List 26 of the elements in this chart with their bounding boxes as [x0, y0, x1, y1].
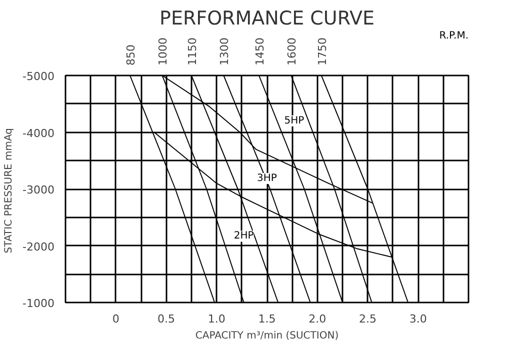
x-axis-title: CAPACITY m³/min (SUCTION)	[195, 330, 339, 342]
chart-title: PERFORMANCE CURVE	[160, 8, 375, 30]
annotation: 3HP	[257, 173, 277, 184]
text: 1000	[156, 38, 170, 66]
legend-title: R.P.M.	[439, 30, 469, 42]
text: 1150	[186, 38, 199, 66]
text: 1300	[218, 38, 232, 66]
y-axis-title: STATIC PRESSURE mmAq	[4, 128, 15, 254]
text: 1750	[316, 38, 329, 66]
text: 1450	[253, 38, 266, 66]
x-tick-label: 0	[112, 312, 120, 326]
x-tick-label: 1.5	[258, 312, 276, 326]
x-tick-label: 2.5	[359, 312, 377, 326]
x-tick-label: 3.0	[409, 312, 427, 326]
x-tick-label: 2.0	[308, 312, 326, 326]
x-tick-label: 1.0	[208, 312, 226, 326]
y-tick-label: -3000	[22, 184, 55, 196]
text: 1600	[286, 38, 299, 66]
annotation: 2HP	[234, 230, 254, 242]
annotation: 5HP	[284, 115, 304, 126]
y-tick-label: -4000	[22, 126, 55, 140]
y-tick-label: -1000	[22, 297, 55, 310]
text: 850	[124, 44, 138, 66]
y-tick-label: -5000	[22, 70, 55, 83]
x-tick-label: 0.5	[158, 312, 176, 326]
y-tick-label: -2000	[22, 240, 55, 254]
